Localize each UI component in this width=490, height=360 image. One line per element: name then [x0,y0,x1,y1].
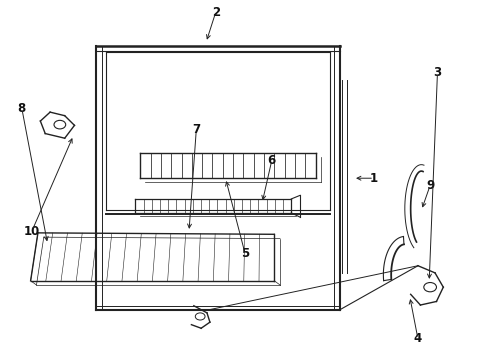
Text: 4: 4 [414,333,422,346]
Text: 8: 8 [18,102,26,115]
Text: 1: 1 [370,172,378,185]
Text: 5: 5 [241,247,249,260]
Text: 9: 9 [426,179,434,192]
Text: 2: 2 [212,6,220,19]
Text: 7: 7 [192,123,200,136]
Text: 10: 10 [24,225,40,238]
Text: 6: 6 [268,154,276,167]
Text: 3: 3 [433,66,441,79]
